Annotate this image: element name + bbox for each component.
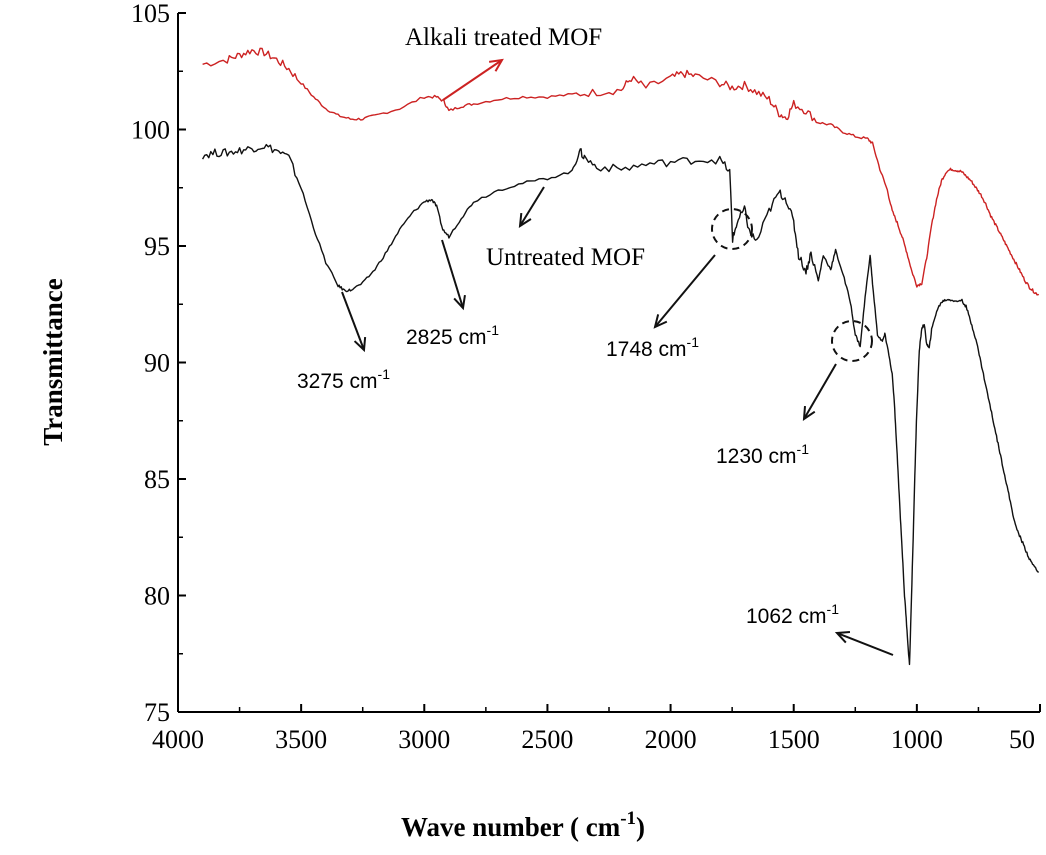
series-label-alkali: Alkali treated MOF: [405, 24, 602, 51]
peak-label: 2825 cm-1: [406, 322, 499, 349]
peak-arrow: [441, 239, 464, 309]
plot-area: 75 80 85 90 95 100 105 4000 3500 3000 2500 2000 150…: [131, 0, 1041, 754]
peak-arrow-head: [653, 314, 668, 329]
x-tick-label: 3500: [275, 725, 327, 754]
peak-label: 3275 cm-1: [297, 366, 390, 393]
peak-arrow: [654, 254, 716, 328]
y-tick-label: 95: [144, 232, 170, 261]
y-tick-label: 85: [144, 465, 170, 494]
annotation-layer: Alkali treated MOF Untreated MOF 3275 cm-1…: [297, 24, 894, 656]
peak-circle-1230: [831, 320, 873, 362]
peak-label: 1230 cm-1: [716, 441, 809, 468]
arrow-alkali-head: [488, 58, 504, 72]
y-tick-label: 75: [144, 698, 170, 727]
peak-arrow-head: [802, 405, 816, 421]
x-tick-label: 4000: [152, 725, 204, 754]
series-label-untreated: Untreated MOF: [486, 244, 645, 271]
x-tick-label: 50: [1009, 725, 1035, 754]
x-tick-label: 2000: [645, 725, 697, 754]
x-axis-ticks: 4000 3500 3000 2500 2000 1500 1000 50: [152, 704, 1041, 754]
x-tick-label: 2500: [521, 725, 573, 754]
y-tick-label: 80: [144, 582, 170, 611]
peak-arrow: [341, 291, 365, 351]
x-tick-label: 1500: [768, 725, 820, 754]
y-tick-label: 105: [131, 0, 170, 28]
peak-arrow: [803, 363, 837, 420]
peak-label: 1748 cm-1: [606, 334, 699, 361]
series-alkali-treated-mof: [202, 47, 1040, 296]
arrow-alkali: [442, 59, 503, 101]
peak-arrow: [836, 632, 894, 656]
x-tick-label: 3000: [398, 725, 450, 754]
arrow-untreated: [519, 186, 545, 227]
arrow-untreated-head: [518, 212, 532, 228]
peak-label: 1062 cm-1: [746, 601, 839, 628]
x-tick-label: 1000: [891, 725, 943, 754]
peak-arrow-head: [453, 294, 466, 311]
series-untreated-mof: [201, 143, 1040, 666]
y-tick-label: 100: [131, 116, 170, 145]
y-tick-label: 90: [144, 349, 170, 378]
x-axis-title: Wave number ( cm-1): [401, 808, 645, 842]
y-axis-title: Transmittance: [38, 278, 68, 445]
x-axis-title-superscript: -1: [620, 808, 636, 829]
y-axis-ticks: 75 80 85 90 95 100 105: [131, 0, 186, 727]
peak-arrow-head: [834, 631, 851, 644]
peak-circle-1748: [711, 208, 753, 250]
series-layer: [201, 47, 1040, 666]
peak-arrow-head: [353, 336, 367, 353]
